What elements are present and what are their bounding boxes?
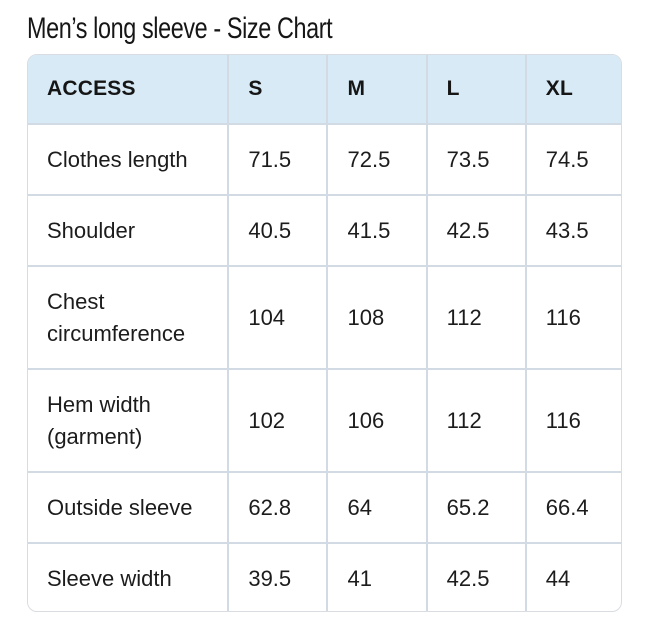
table-cell: 73.5 bbox=[426, 124, 527, 196]
column-header-access: ACCESS bbox=[28, 55, 230, 125]
table-cell: 66.4 bbox=[525, 472, 621, 544]
page-title: Men’s long sleeve - Size Chart bbox=[27, 12, 333, 45]
row-label: Hem width (garment) bbox=[28, 369, 230, 473]
row-label: Clothes length bbox=[28, 124, 230, 196]
size-chart-table-container: ACCESS S M L XL Clothes length 71.5 72.5… bbox=[27, 54, 622, 612]
table-row-chest-circumference: Chest circumference 104 108 112 116 bbox=[28, 266, 621, 370]
table-cell: 62.8 bbox=[228, 472, 329, 544]
table-cell: 72.5 bbox=[327, 124, 428, 196]
table-cell: 104 bbox=[228, 266, 329, 370]
table-cell: 42.5 bbox=[426, 195, 527, 267]
table-cell: 40.5 bbox=[228, 195, 329, 267]
table-cell: 74.5 bbox=[525, 124, 621, 196]
table-cell: 116 bbox=[525, 266, 621, 370]
row-label: Sleeve width bbox=[28, 543, 230, 611]
column-header-size-s: S bbox=[228, 55, 329, 125]
table-row-clothes-length: Clothes length 71.5 72.5 73.5 74.5 bbox=[28, 124, 621, 196]
table-cell: 106 bbox=[327, 369, 428, 473]
table-cell: 44 bbox=[545, 566, 571, 591]
table-row-outside-sleeve: Outside sleeve 62.8 64 65.2 66.4 bbox=[28, 472, 621, 544]
table-cell: 71.5 bbox=[228, 124, 329, 196]
table-cell: 39.5 bbox=[228, 543, 329, 611]
table-cell: 116 bbox=[525, 369, 621, 473]
table-header-row: ACCESS S M L XL bbox=[28, 55, 621, 125]
column-header-size-xl: XL bbox=[525, 55, 621, 125]
row-label: Outside sleeve bbox=[28, 472, 230, 544]
table-cell: 112 bbox=[426, 369, 527, 473]
row-label: Chest circumference bbox=[28, 266, 230, 370]
table-cell: 43.5 bbox=[525, 195, 621, 267]
column-header-size-m: M bbox=[327, 55, 428, 125]
table-cell: 112 bbox=[426, 266, 527, 370]
size-chart-table: ACCESS S M L XL Clothes length 71.5 72.5… bbox=[28, 55, 621, 611]
table-cell: 41.5 bbox=[327, 195, 428, 267]
table-row-hem-width: Hem width (garment) 102 106 112 116 bbox=[28, 369, 621, 473]
table-cell: 42.5 bbox=[426, 543, 527, 611]
table-cell: 41 bbox=[327, 543, 428, 611]
table-cell: 102 bbox=[228, 369, 329, 473]
table-row-shoulder: Shoulder 40.5 41.5 42.5 43.5 bbox=[28, 195, 621, 267]
table-cell: 108 bbox=[327, 266, 428, 370]
table-cell: 65.2 bbox=[426, 472, 527, 544]
column-header-size-l: L bbox=[426, 55, 527, 125]
table-cell: 64 bbox=[327, 472, 428, 544]
row-label: Shoulder bbox=[28, 195, 230, 267]
table-row-sleeve-width: Sleeve width 39.5 41 42.5 44 bbox=[28, 543, 621, 611]
